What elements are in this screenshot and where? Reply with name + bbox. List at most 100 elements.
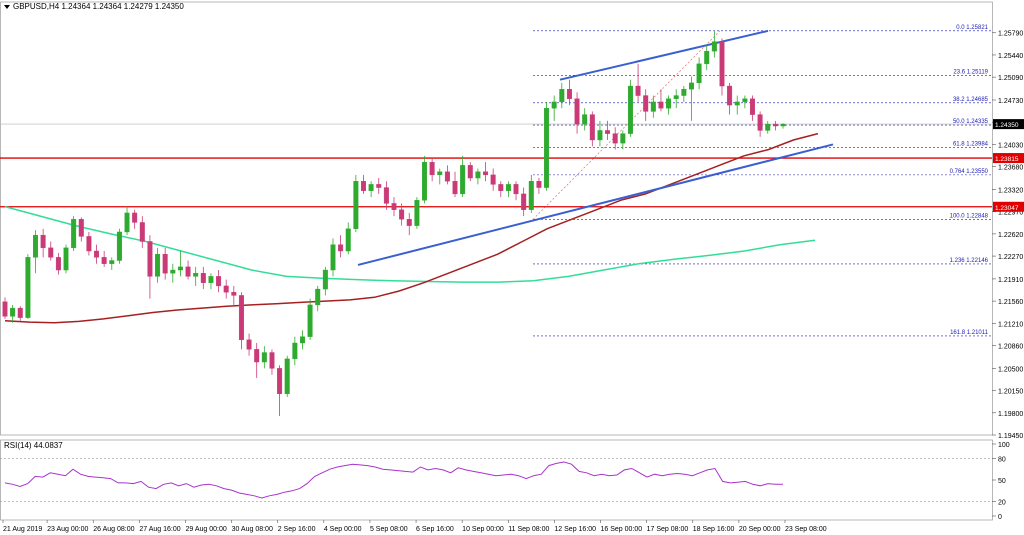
y-tick-label: 1.19800 xyxy=(998,411,1023,418)
candle-bull xyxy=(673,95,679,99)
price-panel: 1.257901.254401.250901.247301.243801.240… xyxy=(0,1,1024,440)
candle-bull xyxy=(765,123,771,131)
rsi-tick-label: 20 xyxy=(998,500,1006,507)
candle-bear xyxy=(94,250,100,258)
x-tick-label: 2 Sep 16:00 xyxy=(278,526,316,533)
candle-bull xyxy=(742,98,748,103)
candle-bear xyxy=(658,101,664,109)
candle-bull xyxy=(734,101,740,106)
y-tick-label: 1.23320 xyxy=(998,187,1023,194)
candle-bear xyxy=(574,98,580,125)
y-tick-label: 1.21910 xyxy=(998,277,1023,284)
candle-bear xyxy=(223,285,229,293)
candle-bull xyxy=(261,352,267,363)
y-tick-label: 1.20500 xyxy=(998,366,1023,373)
x-tick-label: 11 Sep 08:00 xyxy=(508,526,549,533)
x-tick-label: 21 Aug 2019 xyxy=(3,526,42,533)
x-tick-label: 27 Aug 16:00 xyxy=(139,526,180,533)
candle-bear xyxy=(757,114,763,131)
sr-price-tag xyxy=(993,201,1024,212)
y-tick-label: 1.22620 xyxy=(998,232,1023,239)
candle-bull xyxy=(505,184,511,191)
rsi-label: RSI(14) 44.0837 xyxy=(4,441,63,450)
x-tick-label: 20 Sep 00:00 xyxy=(739,526,781,533)
candle-bear xyxy=(277,368,283,394)
fib-level-label: 0.0 1.25821 xyxy=(956,25,988,31)
candle-bull xyxy=(33,234,38,258)
candle-bull xyxy=(528,181,534,210)
rsi-line xyxy=(4,461,783,499)
candle-bear xyxy=(452,181,458,195)
y-tick-label: 1.24030 xyxy=(998,142,1023,149)
sr-price-tag-label: 1.23815 xyxy=(995,156,1019,163)
rsi-tick-label: 80 xyxy=(998,456,1006,463)
y-tick-label: 1.21560 xyxy=(998,299,1023,306)
y-tick-label: 1.21210 xyxy=(998,321,1023,328)
candle-bear xyxy=(139,222,145,242)
fib-level-label: 1.236 1.22146 xyxy=(950,258,989,264)
candle-bull xyxy=(193,273,199,277)
candle-bear xyxy=(490,174,496,185)
x-tick-label: 30 Aug 08:00 xyxy=(232,526,273,533)
candle-bull xyxy=(177,266,183,271)
candle-bear xyxy=(101,257,107,264)
candle-bull xyxy=(284,358,290,394)
rsi-tick-label: 0 xyxy=(998,514,1002,521)
candle-bull xyxy=(124,212,130,233)
x-tick-label: 29 Aug 00:00 xyxy=(185,526,226,533)
candle-bull xyxy=(25,257,31,318)
candle-bear xyxy=(536,181,542,188)
y-tick-label: 1.22270 xyxy=(998,254,1023,261)
candle-bull xyxy=(559,89,565,103)
candle-bull xyxy=(544,108,550,188)
y-tick-label: 1.20860 xyxy=(998,344,1023,351)
candle-bull xyxy=(666,98,672,109)
fib-level-label: 161.8 1.21011 xyxy=(950,330,989,336)
current-price-tag xyxy=(993,119,1024,130)
candle-bull xyxy=(627,85,633,134)
candle-bull xyxy=(116,231,122,261)
fib-level-label: 38.2 1.24685 xyxy=(953,97,989,103)
x-tick-label: 4 Sep 00:00 xyxy=(324,526,362,533)
candle-bull xyxy=(780,123,786,127)
sr-price-tag xyxy=(993,153,1024,164)
candle-bear xyxy=(566,89,572,99)
candle-bull xyxy=(345,228,351,252)
candle-bull xyxy=(322,269,328,290)
candle-bear xyxy=(132,212,138,223)
x-tick-label: 23 Sep 08:00 xyxy=(785,526,827,533)
candle-bull xyxy=(307,304,313,337)
candle-bear xyxy=(269,352,275,369)
candle-bear xyxy=(361,181,366,191)
candle-bear xyxy=(238,295,244,341)
candle-bull xyxy=(368,184,374,191)
candle-bear xyxy=(162,253,168,274)
candle-bear xyxy=(406,219,412,226)
x-tick-label: 10 Sep 00:00 xyxy=(462,526,504,533)
x-tick-label: 26 Aug 08:00 xyxy=(93,526,134,533)
fib-level-label: 50.0 1.24335 xyxy=(953,119,989,125)
candle-bear xyxy=(429,161,435,176)
candle-bear xyxy=(605,130,611,134)
candle-bear xyxy=(513,184,519,195)
candle-bear xyxy=(399,209,405,220)
candle-bear xyxy=(231,292,237,296)
candle-bull xyxy=(292,342,298,360)
candle-bear xyxy=(467,165,473,179)
dropdown-triangle-icon[interactable] xyxy=(4,4,10,9)
rsi-panel-frame xyxy=(0,439,993,521)
candle-bear xyxy=(483,171,489,176)
candle-bear xyxy=(612,133,618,144)
current-price-tag-label: 1.24350 xyxy=(995,122,1019,129)
candle-bear xyxy=(521,193,527,210)
candle-bull xyxy=(414,200,420,226)
candle-bull xyxy=(460,165,466,195)
price-panel-frame xyxy=(0,1,993,436)
candle-bull xyxy=(170,269,176,274)
rsi-tick-label: 100 xyxy=(998,442,1010,449)
candle-bull xyxy=(650,101,656,112)
candle-bear xyxy=(40,234,46,249)
candle-bear xyxy=(246,339,252,350)
fib-swing-line xyxy=(532,30,721,220)
